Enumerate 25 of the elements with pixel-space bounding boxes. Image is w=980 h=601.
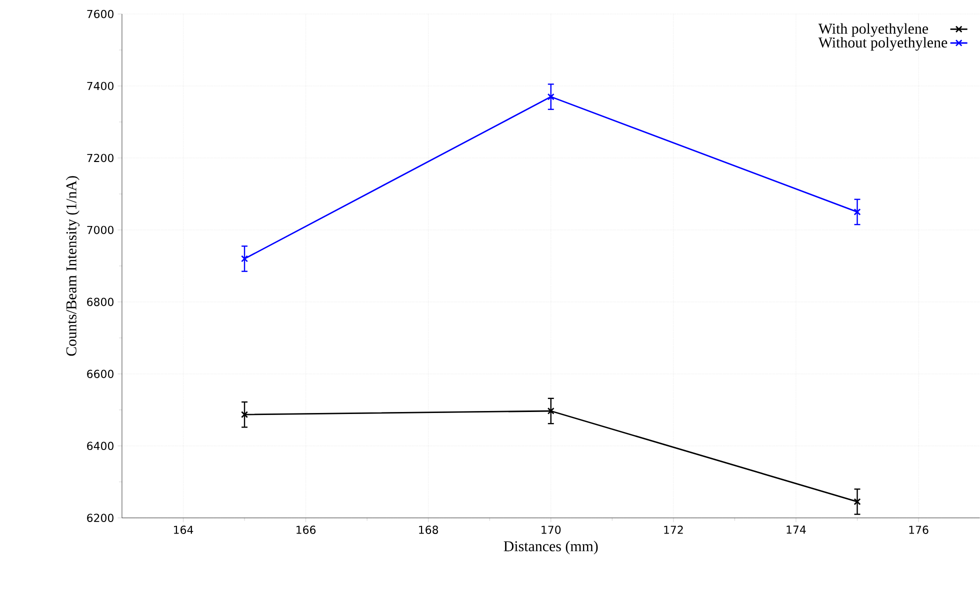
x-tick-label: 168 <box>419 526 438 534</box>
y-tick-label: 6600 <box>87 370 114 378</box>
y-tick-label: 7200 <box>87 154 114 162</box>
point <box>241 255 248 262</box>
point <box>241 411 248 418</box>
legend-label: With polyethylene <box>818 23 928 37</box>
x-tick-label: 174 <box>786 526 806 534</box>
x-axis-title: Distances (mm) <box>504 540 598 554</box>
legend-label: Without polyethylene <box>818 37 948 51</box>
x-tick-label: 176 <box>909 526 928 534</box>
point <box>547 93 554 100</box>
x-tick-label: 166 <box>296 526 316 534</box>
y-tick-label: 7400 <box>87 82 114 90</box>
point <box>854 208 861 216</box>
y-tick-label: 7000 <box>87 226 114 234</box>
x-tick-label: 172 <box>664 526 683 534</box>
point <box>854 498 861 506</box>
point <box>547 408 554 415</box>
y-tick-label: 6800 <box>87 298 114 306</box>
x-tick-label: 170 <box>542 526 561 534</box>
y-axis-title: Counts/Beam Intensity (1/nA) <box>66 176 80 356</box>
y-tick-label: 7600 <box>87 10 114 18</box>
x-tick-label: 164 <box>174 526 194 534</box>
y-tick-label: 6400 <box>87 442 114 450</box>
y-tick-label: 6200 <box>87 514 114 522</box>
